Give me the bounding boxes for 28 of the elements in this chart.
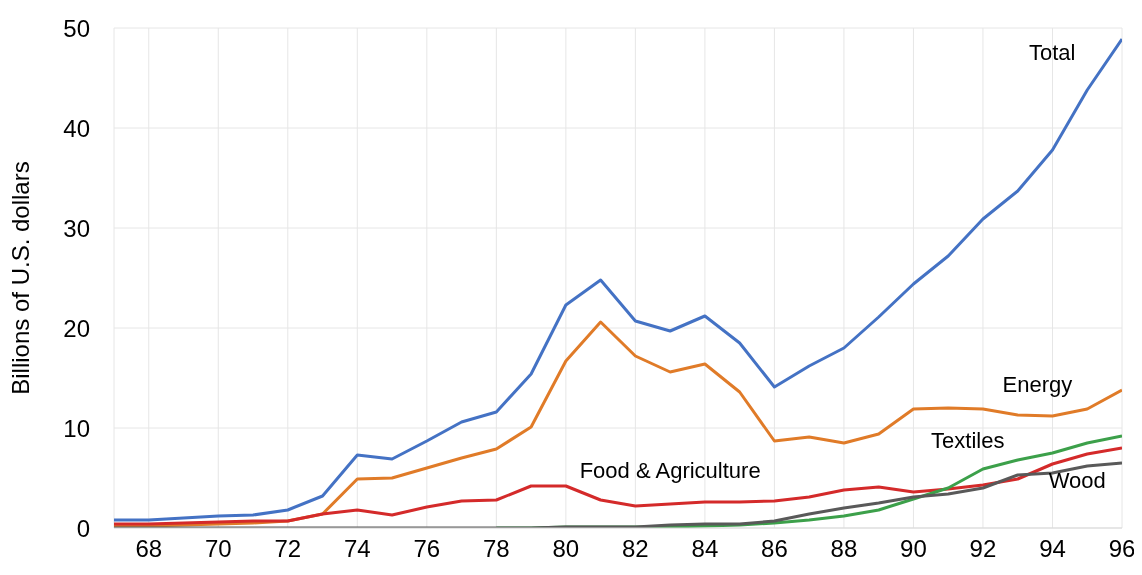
y-tick-label: 0: [76, 514, 90, 542]
x-tick-label: 70: [204, 535, 232, 563]
x-tick-label: 72: [274, 535, 302, 563]
x-tick-label: 86: [761, 535, 788, 563]
x-tick-label: 92: [969, 535, 997, 563]
series-label: Food & Agriculture: [579, 458, 761, 483]
line-series: [114, 37, 1122, 522]
y-tick-label: 10: [63, 414, 90, 442]
series-label: Energy: [1002, 372, 1073, 397]
x-tick-label: 90: [900, 535, 927, 563]
x-tick-label: 80: [552, 535, 580, 563]
x-tick-label: 68: [135, 535, 163, 563]
series-label: Textiles: [931, 428, 1005, 453]
y-tick-label: 50: [63, 14, 90, 42]
series-label: Wood: [1048, 468, 1106, 493]
x-tick-label: 78: [482, 535, 510, 563]
y-axis-title: Billions of U.S. dollars: [6, 161, 34, 395]
y-tick-label: 30: [63, 214, 90, 242]
x-tick-label: 88: [830, 535, 858, 563]
x-tick-label: 84: [691, 535, 719, 563]
y-tick-label: 40: [63, 114, 90, 142]
x-tick-label: 74: [343, 535, 371, 563]
x-tick-label: 76: [413, 535, 441, 563]
x-tick-label: 96: [1108, 535, 1136, 563]
series-label: Total: [1029, 40, 1076, 65]
y-tick-label: 20: [63, 314, 90, 342]
x-tick-label: 82: [622, 535, 649, 563]
x-tick-label: 94: [1039, 535, 1066, 563]
